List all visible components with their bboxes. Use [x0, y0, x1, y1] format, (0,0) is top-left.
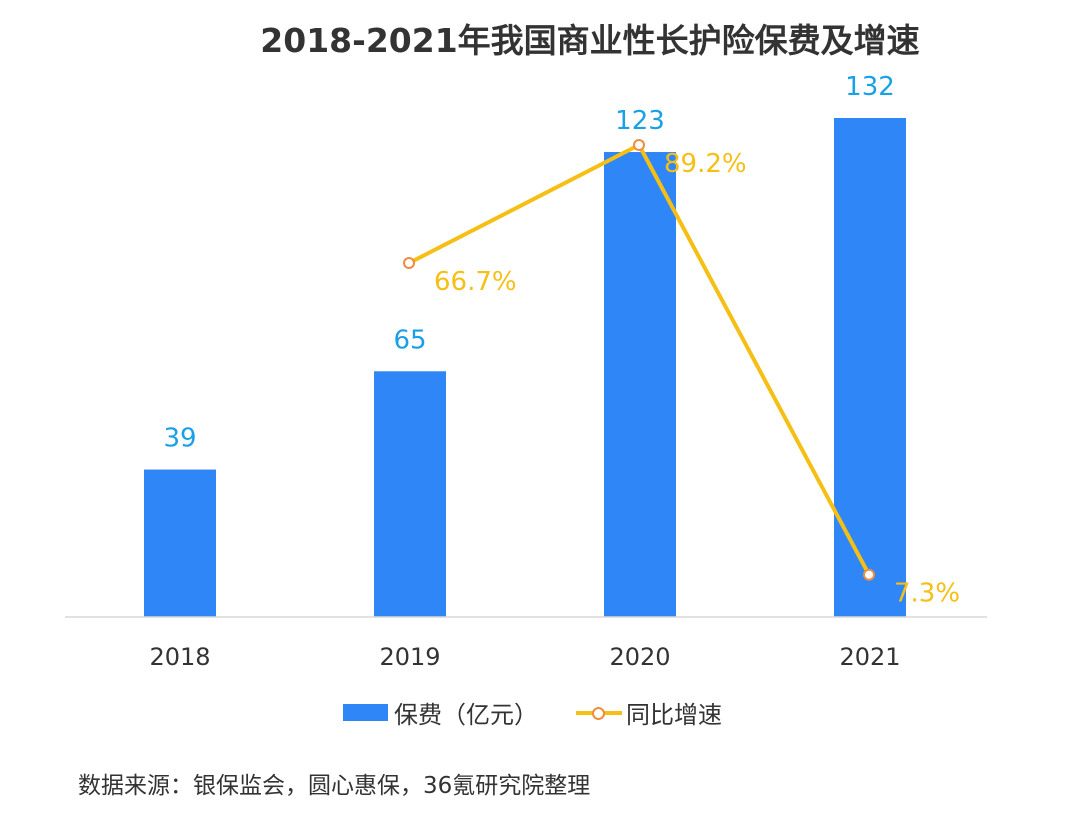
line-data-label-2019: 66.7%: [434, 267, 517, 297]
bar-2019: [374, 371, 446, 617]
line-data-label-2021: 7.3%: [894, 579, 960, 609]
bar-data-label-2020: 123: [615, 106, 665, 136]
bar-data-label-2019: 65: [393, 325, 426, 355]
line-data-label-2020: 89.2%: [664, 149, 747, 179]
legend-item-premium: 保费（亿元）: [343, 695, 538, 730]
bar-data-label-2018: 39: [163, 424, 196, 454]
growth-point-2019: [403, 257, 415, 270]
x-tick-label-2020: 2020: [609, 643, 670, 671]
bar-2018: [144, 469, 216, 617]
line-data-labels: 66.7% 89.2% 7.3%: [434, 149, 960, 609]
bar-2021: [834, 118, 906, 617]
bar-data-labels: 39 65 123 132: [163, 72, 894, 454]
legend-item-growth: 同比增速: [538, 695, 722, 730]
legend-bar-swatch: [343, 703, 388, 721]
x-tick-labels: 2018 2019 2020 2021: [149, 643, 900, 671]
source-note: 数据来源：银保监会，圆心惠保，36氪研究院整理: [78, 773, 591, 799]
x-tick-label-2019: 2019: [379, 643, 440, 671]
growth-point-2020: [633, 139, 645, 151]
chart-title: 2018-2021年我国商业性长护险保费及增速: [260, 21, 920, 60]
legend-label-growth: 同比增速: [626, 700, 722, 729]
legend-line-swatch: [576, 704, 622, 721]
growth-point-2021: [863, 568, 875, 581]
legend-label-premium: 保费（亿元）: [394, 700, 538, 729]
bar-series: [144, 118, 906, 618]
bar-2020: [604, 152, 676, 618]
bar-data-label-2021: 132: [845, 72, 895, 102]
x-tick-label-2018: 2018: [149, 643, 210, 671]
growth-line-series: [403, 139, 875, 581]
legend: 保费（亿元） 同比增速: [343, 694, 722, 730]
x-tick-label-2021: 2021: [839, 643, 900, 671]
